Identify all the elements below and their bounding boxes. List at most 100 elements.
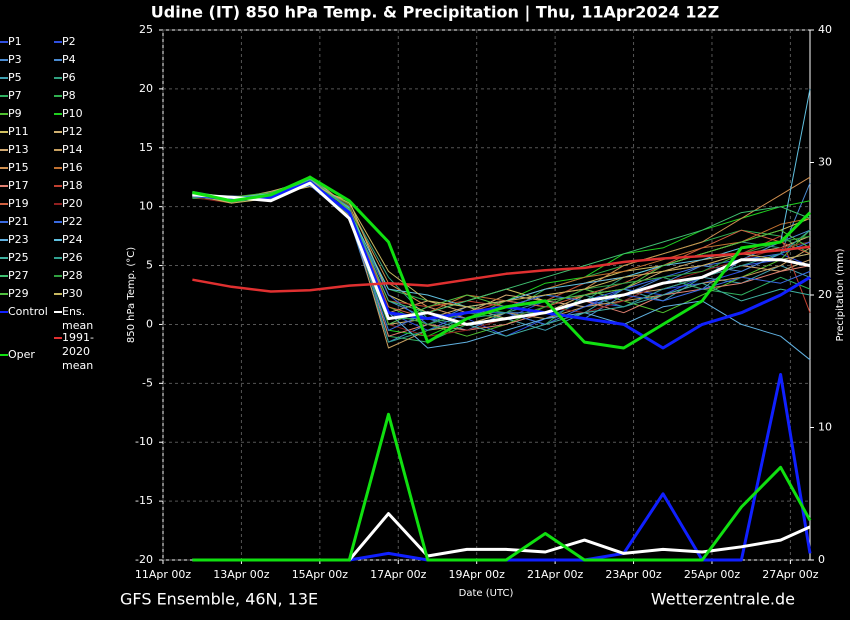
- x-tick-label: 21Apr 00z: [527, 568, 584, 581]
- x-tick-label: 25Apr 00z: [684, 568, 741, 581]
- legend-item: P13: [0, 143, 62, 157]
- legend-label: P29: [8, 287, 29, 300]
- y-tick-label: -20: [135, 553, 153, 566]
- legend-swatch: [0, 41, 8, 43]
- x-tick-label: 27Apr 00z: [762, 568, 819, 581]
- legend-item: P22: [54, 215, 116, 229]
- legend-swatch: [0, 293, 8, 295]
- legend-item: P21: [0, 215, 62, 229]
- legend-swatch: [0, 257, 8, 259]
- y-tick-label: 15: [139, 141, 153, 154]
- legend-label: P26: [62, 251, 83, 264]
- y-tick-label: -5: [142, 376, 153, 389]
- legend-item: P27: [0, 269, 62, 283]
- legend-swatch: [0, 185, 8, 187]
- legend-label: P28: [62, 269, 83, 282]
- legend-item: P29: [0, 287, 62, 301]
- legend-label: P1: [8, 35, 22, 48]
- legend-swatch: [0, 113, 8, 115]
- legend-item: P19: [0, 197, 62, 211]
- legend-swatch: [0, 95, 8, 97]
- legend-item: P16: [54, 161, 116, 175]
- legend-item: P28: [54, 269, 116, 283]
- legend-item: P30: [54, 287, 116, 301]
- temp-line: [192, 181, 811, 326]
- legend-swatch: [54, 337, 62, 339]
- legend-label: 1991-2020 mean: [62, 331, 94, 372]
- y-tick-label: -10: [135, 435, 153, 448]
- legend-label: P6: [62, 71, 76, 84]
- legend-item: P6: [54, 71, 116, 85]
- x-axis-label: Date (UTC): [459, 588, 514, 599]
- x-tick-label: 13Apr 00z: [213, 568, 270, 581]
- legend-label: P8: [62, 89, 76, 102]
- legend-item: P9: [0, 107, 62, 121]
- y-tick-label: 20: [139, 82, 153, 95]
- legend-label: P3: [8, 53, 22, 66]
- legend-label: P16: [62, 161, 83, 174]
- legend-item: Ens. mean: [54, 305, 116, 333]
- y-tick-label: 0: [146, 317, 153, 330]
- x-tick-label: 23Apr 00z: [605, 568, 662, 581]
- legend-item: P4: [54, 53, 116, 67]
- legend-label: P5: [8, 71, 22, 84]
- legend-swatch: [54, 95, 62, 97]
- legend-label: P15: [8, 161, 29, 174]
- legend-item: P8: [54, 89, 116, 103]
- chart-title: Udine (IT) 850 hPa Temp. & Precipitation…: [151, 3, 719, 23]
- y2-tick-label: 30: [818, 156, 832, 169]
- legend-swatch: [54, 275, 62, 277]
- legend-item: P18: [54, 179, 116, 193]
- legend-label: P13: [8, 143, 29, 156]
- legend-item: P2: [54, 35, 116, 49]
- legend-label: P7: [8, 89, 22, 102]
- temp-line: [192, 245, 811, 293]
- x-tick-label: 11Apr 00z: [135, 568, 192, 581]
- legend-swatch: [0, 59, 8, 61]
- legend-item: P1: [0, 35, 62, 49]
- legend-item: Control: [0, 305, 62, 319]
- legend-swatch: [0, 239, 8, 241]
- legend-label: P24: [62, 233, 83, 246]
- legend-swatch: [54, 59, 62, 61]
- legend-item: P12: [54, 125, 116, 139]
- legend-item: P14: [54, 143, 116, 157]
- legend-item: P20: [54, 197, 116, 211]
- legend-item: P10: [54, 107, 116, 121]
- legend-label: P12: [62, 125, 83, 138]
- legend-label: P22: [62, 215, 83, 228]
- x-tick-label: 17Apr 00z: [370, 568, 427, 581]
- legend-label: P21: [8, 215, 29, 228]
- legend-swatch: [0, 77, 8, 79]
- legend-swatch: [54, 257, 62, 259]
- y2-tick-label: 40: [818, 23, 832, 36]
- legend-label: Control: [8, 305, 48, 318]
- legend-label: P25: [8, 251, 29, 264]
- legend-item: P5: [0, 71, 62, 85]
- legend-swatch: [54, 77, 62, 79]
- legend-swatch: [54, 149, 62, 151]
- y-tick-label: -15: [135, 494, 153, 507]
- y-tick-label: 5: [146, 259, 153, 272]
- legend-item: P26: [54, 251, 116, 265]
- y2-tick-label: 20: [818, 288, 832, 301]
- precip-line: [192, 412, 812, 562]
- legend-swatch: [54, 167, 62, 169]
- legend-item: P24: [54, 233, 116, 247]
- legend-label: P17: [8, 179, 29, 192]
- legend-item: P3: [0, 53, 62, 67]
- legend-label: P30: [62, 287, 83, 300]
- x-tick-label: 19Apr 00z: [449, 568, 506, 581]
- legend-swatch: [54, 293, 62, 295]
- y-tick-label: 25: [139, 23, 153, 36]
- y2-tick-label: 10: [818, 421, 832, 434]
- legend-swatch: [0, 149, 8, 151]
- legend-swatch: [0, 167, 8, 169]
- site-label: Wetterzentrale.de: [651, 590, 795, 609]
- legend-label: P20: [62, 197, 83, 210]
- legend-item: 1991-2020 mean: [54, 331, 116, 373]
- legend-label: P23: [8, 233, 29, 246]
- legend-swatch: [54, 203, 62, 205]
- legend-swatch: [54, 311, 62, 313]
